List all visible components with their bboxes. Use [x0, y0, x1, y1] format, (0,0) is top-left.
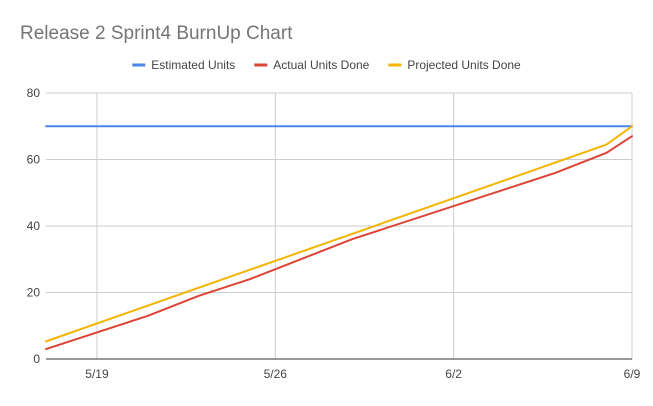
- y-tick-label: 60: [27, 153, 41, 167]
- chart-title: Release 2 Sprint4 BurnUp Chart: [20, 23, 293, 44]
- legend-item: Estimated Units: [132, 58, 235, 72]
- x-tick-label: 5/26: [264, 367, 288, 381]
- x-axis-ticks: 5/19 5/26 6/2 6/9: [85, 367, 640, 381]
- legend-item: Actual Units Done: [254, 58, 370, 72]
- legend-label: Estimated Units: [151, 58, 235, 72]
- y-tick-label: 20: [27, 286, 41, 300]
- legend-label: Projected Units Done: [407, 58, 521, 72]
- y-tick-label: 0: [33, 352, 40, 366]
- y-tick-label: 40: [27, 219, 41, 233]
- series-line-projected-units-done: [45, 125, 633, 343]
- gridlines: [46, 92, 633, 359]
- y-axis-ticks: 0 20 40 60 80: [27, 86, 41, 366]
- legend-label: Actual Units Done: [273, 58, 369, 72]
- legend-item: Projected Units Done: [388, 58, 521, 72]
- x-tick-label: 6/9: [624, 367, 641, 381]
- x-tick-label: 6/2: [445, 367, 462, 381]
- series-lines: [45, 125, 633, 351]
- x-tick-label: 5/19: [85, 367, 109, 381]
- y-tick-label: 80: [27, 86, 41, 100]
- series-line-actual-units-done: [45, 135, 633, 351]
- legend: Estimated Units Actual Units Done Projecte…: [132, 58, 521, 72]
